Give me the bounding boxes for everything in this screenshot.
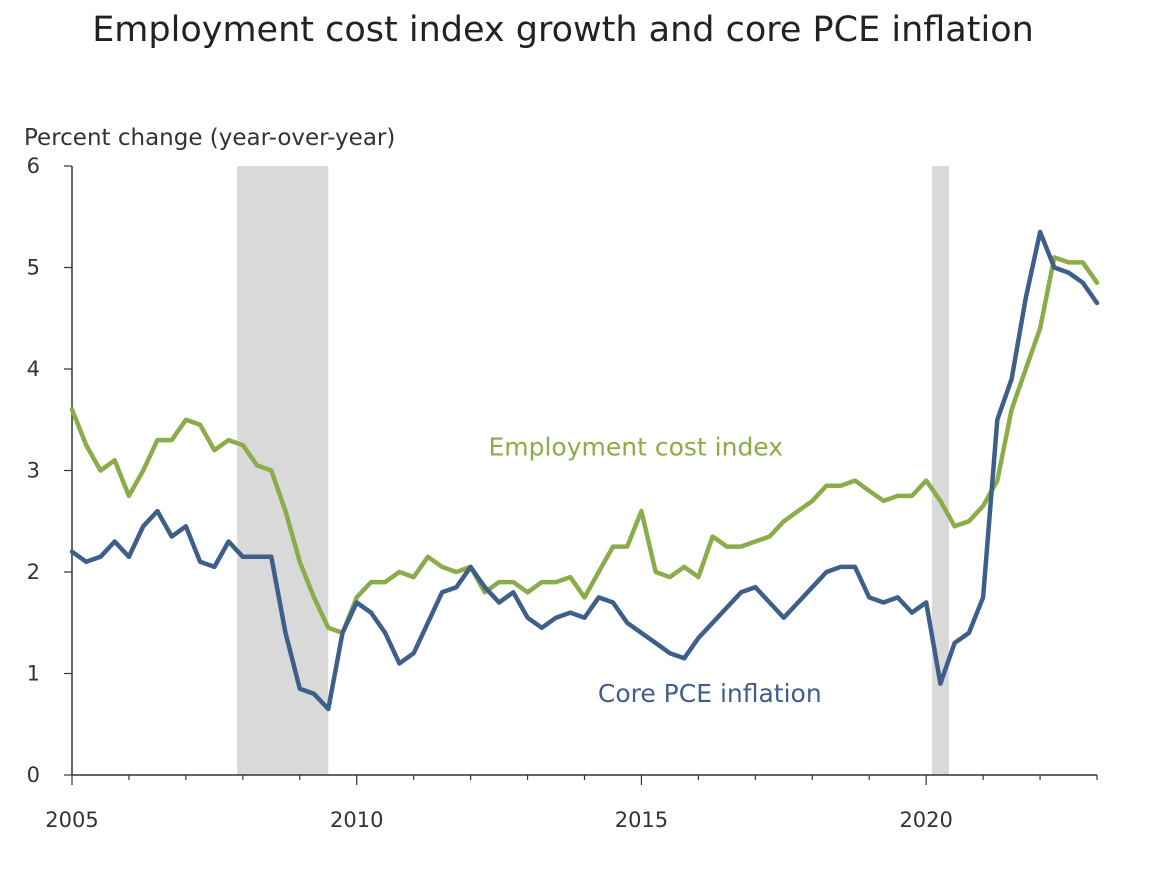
y-tick-label-3: 3 — [27, 459, 40, 483]
x-tick-label-2005: 2005 — [45, 808, 98, 832]
recession-band-2 — [931, 166, 949, 775]
series-line-eci — [69, 255, 1100, 636]
recession-band-1 — [237, 166, 329, 775]
x-tick-label-2010: 2010 — [330, 808, 383, 832]
chart-title: Employment cost index growth and core PC… — [92, 10, 1034, 50]
y-tick-label-1: 1 — [27, 662, 40, 686]
series-label-pce: Core PCE inflation — [598, 679, 822, 708]
series-line-pce — [69, 229, 1100, 712]
y-tick-label-0: 0 — [27, 763, 40, 787]
y-axis-label: Percent change (year-over-year) — [24, 125, 395, 151]
y-tick-label-5: 5 — [27, 256, 40, 280]
y-tick-label-6: 6 — [27, 154, 40, 178]
x-tick-label-2020: 2020 — [899, 808, 952, 832]
y-tick-label-4: 4 — [27, 357, 40, 381]
x-tick-label-2015: 2015 — [615, 808, 668, 832]
series-label-eci: Employment cost index — [488, 432, 783, 461]
y-tick-label-2: 2 — [27, 560, 40, 584]
